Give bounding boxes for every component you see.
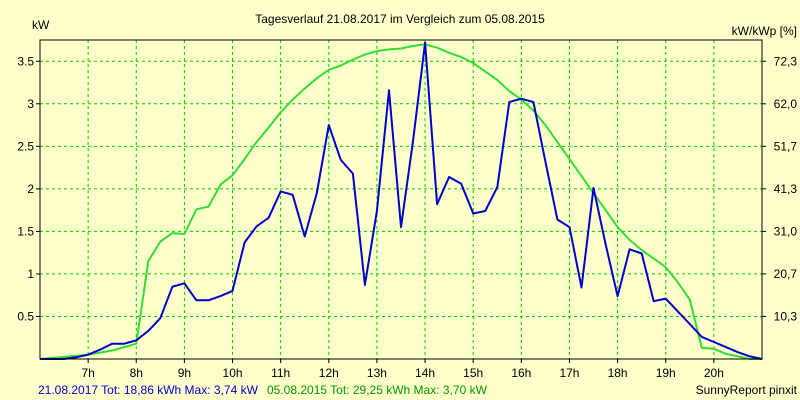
x-tick-label: 13h bbox=[367, 366, 387, 380]
grid-lines bbox=[40, 40, 762, 359]
x-tick-label: 15h bbox=[463, 366, 483, 380]
y-left-tick-label: 3 bbox=[27, 97, 34, 111]
x-tick-label: 12h bbox=[319, 366, 339, 380]
plot-frame bbox=[39, 39, 763, 360]
x-tick-label: 20h bbox=[704, 366, 724, 380]
x-tick-label: 18h bbox=[608, 366, 628, 380]
y-left-tick-label: 2 bbox=[27, 182, 34, 196]
y-right-tick-label: 72,3 bbox=[774, 54, 798, 68]
x-tick-label: 9h bbox=[178, 366, 191, 380]
x-tick-label: 7h bbox=[81, 366, 94, 380]
x-tick-label: 16h bbox=[511, 366, 531, 380]
x-tick-label: 8h bbox=[130, 366, 143, 380]
y-right-tick-label: 51,7 bbox=[774, 139, 798, 153]
series-line-2015 bbox=[39, 43, 762, 360]
x-tick-label: 19h bbox=[656, 366, 676, 380]
y-left-tick-label: 3.5 bbox=[17, 54, 34, 68]
tick-labels: 7h 8h 9h 10h 11h 12h 13h 14h 15h 16h 17h 18h 19h 20h 0… bbox=[17, 54, 797, 380]
y-right-tick-label: 62,0 bbox=[774, 97, 798, 111]
chart-title: Tagesverlauf 21.08.2017 im Vergleich zum… bbox=[255, 12, 545, 26]
legend-2015-summary: 05.08.2015 Tot: 29,25 kWh Max: 3,70 kW bbox=[267, 383, 488, 397]
series-line-2017 bbox=[40, 41, 763, 360]
y-right-tick-label: 31,0 bbox=[774, 224, 798, 238]
y-right-tick-label: 20,7 bbox=[774, 267, 798, 281]
y-axis-right-label: kW/kWp [%] bbox=[732, 24, 797, 38]
x-tick-label: 17h bbox=[559, 366, 579, 380]
x-tick-label: 11h bbox=[271, 366, 290, 380]
y-left-tick-label: 2.5 bbox=[17, 139, 34, 153]
y-axis-left-label: kW bbox=[32, 18, 50, 32]
x-tick-label: 10h bbox=[223, 366, 243, 380]
series-lines bbox=[39, 41, 763, 360]
y-right-tick-label: 41,3 bbox=[774, 182, 798, 196]
y-left-tick-label: 1.5 bbox=[17, 224, 34, 238]
y-left-tick-label: 1 bbox=[27, 267, 34, 281]
y-left-tick-label: 0.5 bbox=[17, 309, 34, 323]
brand-credit: SunnyReport pinxit bbox=[696, 383, 798, 397]
y-right-tick-label: 10,3 bbox=[774, 309, 798, 323]
legend-2017-summary: 21.08.2017 Tot: 18,86 kWh Max: 3,74 kW bbox=[38, 383, 259, 397]
x-tick-label: 14h bbox=[415, 366, 435, 380]
